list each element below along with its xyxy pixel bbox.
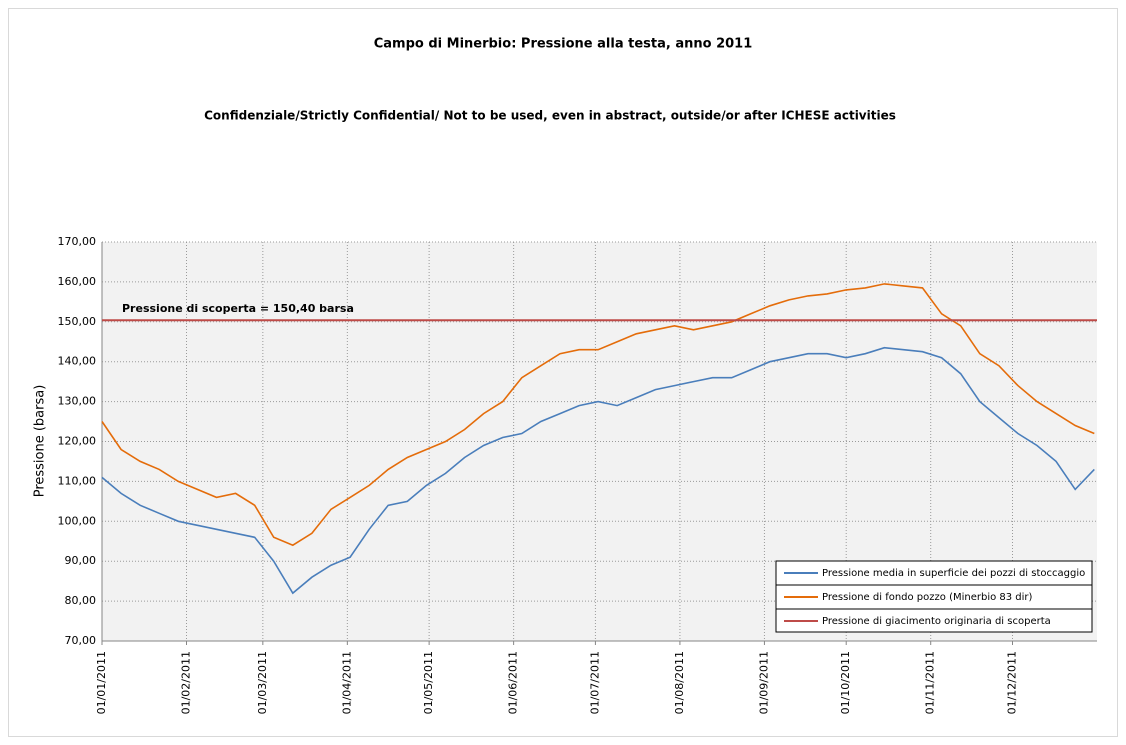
legend-label: Pressione media in superficie dei pozzi … (822, 568, 1085, 579)
series-line (101, 346, 1095, 595)
chart-title: Campo di Minerbio: Pressione alla testa,… (374, 37, 753, 52)
legend-label: Pressione di giacimento originaria di sc… (822, 616, 1051, 627)
x-tick-label: 01/09/2011 (757, 651, 770, 714)
y-tick-label: 150,00 (58, 315, 97, 328)
y-tick-label: 80,00 (65, 594, 97, 607)
y-tick-label: 170,00 (58, 235, 97, 248)
y-tick-label: 90,00 (65, 554, 97, 567)
x-tick-label: 01/12/2011 (1005, 651, 1018, 714)
y-axis-label: Pressione (barsa) (33, 385, 48, 498)
x-tick-label: 01/11/2011 (924, 651, 937, 714)
y-tick-label: 140,00 (58, 355, 97, 368)
x-tick-label: 01/08/2011 (673, 651, 686, 714)
y-tick-label: 70,00 (65, 634, 97, 647)
y-tick-label: 160,00 (58, 275, 97, 288)
x-tick-label: 01/07/2011 (588, 651, 601, 714)
annotation: Pressione di scoperta = 150,40 barsa (122, 302, 354, 315)
y-tick-label: 110,00 (58, 474, 97, 487)
x-tick-label: 01/01/2011 (95, 651, 108, 714)
x-tick-label: 01/03/2011 (256, 651, 269, 714)
y-tick-label: 100,00 (58, 514, 97, 527)
series-line (101, 283, 1095, 547)
y-tick-label: 130,00 (58, 395, 97, 408)
x-tick-label: 01/05/2011 (422, 651, 435, 714)
legend-label: Pressione di fondo pozzo (Minerbio 83 di… (822, 592, 1033, 603)
x-tick-label: 01/06/2011 (507, 651, 520, 714)
chart-subtitle: Confidenziale/Strictly Confidential/ Not… (204, 109, 896, 123)
y-tick-label: 120,00 (58, 435, 97, 448)
x-tick-label: 01/10/2011 (839, 651, 852, 714)
x-tick-label: 01/04/2011 (340, 651, 353, 714)
legend-box (775, 560, 1093, 633)
x-tick-label: 01/02/2011 (180, 651, 193, 714)
